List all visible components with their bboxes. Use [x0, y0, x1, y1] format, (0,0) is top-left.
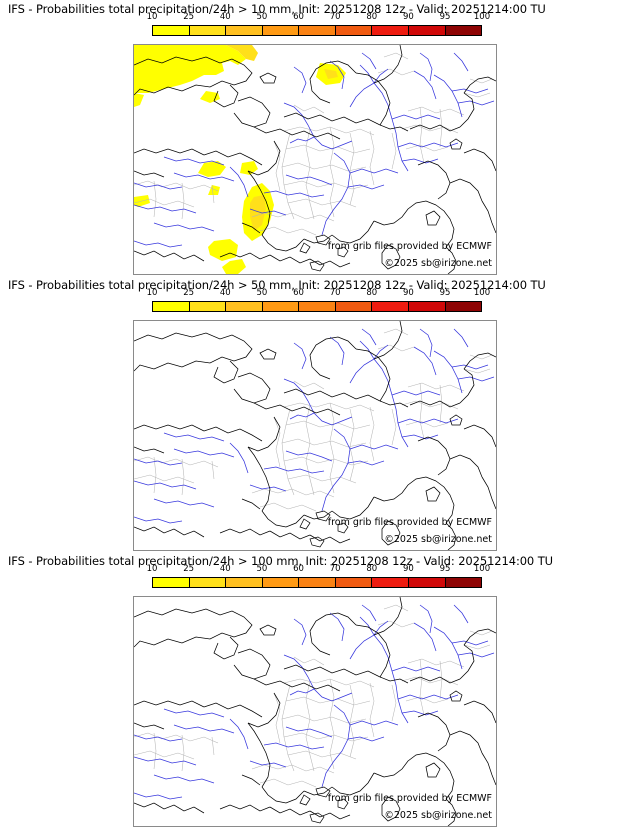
colorbar-tick: 80 [366, 12, 378, 22]
rivers-layer [134, 52, 495, 248]
copyright-notice: ©2025 sb@irizone.net [384, 534, 492, 545]
panel-title: IFS - Probabilities total precipitation/… [8, 2, 546, 16]
grib-attribution: from grib files provided by ECMWF [327, 793, 492, 804]
colorbar-tick: 25 [183, 564, 195, 574]
map-canvas-10mm[interactable]: from grib files provided by ECMWF ©2025 … [133, 44, 497, 275]
colorbar-tick: 100 [473, 288, 491, 298]
colorbar-tick-labels: 10 25 40 50 60 70 80 90 95 100 [147, 288, 491, 300]
colorbar-tick: 50 [256, 564, 268, 574]
colorbar-gradient [152, 301, 482, 312]
colorbar-swatch [408, 302, 446, 311]
colorbar-tick: 90 [402, 12, 414, 22]
colorbar-swatch [445, 26, 482, 35]
colorbar-swatch [372, 26, 409, 35]
colorbar-swatch [372, 578, 409, 587]
colorbar-tick: 70 [329, 564, 341, 574]
colorbar-legend: 10 25 40 50 60 70 80 90 95 100 [147, 288, 491, 314]
colorbar-swatch [445, 578, 482, 587]
colorbar-swatch [335, 26, 373, 35]
map-canvas-50mm[interactable]: from grib files provided by ECMWF ©2025 … [133, 320, 497, 551]
colorbar-swatch [153, 578, 190, 587]
colorbar-tick: 70 [329, 288, 341, 298]
colorbar-tick: 95 [439, 12, 451, 22]
colorbar-swatch [226, 578, 263, 587]
grib-attribution: from grib files provided by ECMWF [327, 241, 492, 252]
colorbar-tick: 50 [256, 12, 268, 22]
colorbar-tick: 90 [402, 564, 414, 574]
map-svg [134, 597, 496, 826]
colorbar-tick: 10 [146, 288, 158, 298]
colorbar-swatch [153, 26, 190, 35]
map-svg [134, 321, 496, 550]
forecast-panel-10mm: IFS - Probabilities total precipitation/… [0, 0, 630, 276]
colorbar-swatch [335, 578, 373, 587]
colorbar-tick: 100 [473, 12, 491, 22]
rivers-layer [134, 328, 495, 524]
forecast-panel-100mm: IFS - Probabilities total precipitation/… [0, 552, 630, 828]
grib-attribution: from grib files provided by ECMWF [327, 517, 492, 528]
colorbar-gradient [152, 577, 482, 588]
map-svg [134, 45, 496, 274]
colorbar-swatch [226, 26, 263, 35]
colorbar-tick: 95 [439, 288, 451, 298]
admin-boundaries-layer [134, 604, 493, 788]
copyright-notice: ©2025 sb@irizone.net [384, 258, 492, 269]
colorbar-swatch [372, 302, 409, 311]
colorbar-swatch [189, 26, 227, 35]
colorbar-tick: 25 [183, 288, 195, 298]
coastline-layer [134, 45, 496, 274]
colorbar-legend: 10 25 40 50 60 70 80 90 95 100 [147, 12, 491, 38]
colorbar-swatch [153, 302, 190, 311]
colorbar-tick: 80 [366, 288, 378, 298]
colorbar-tick: 50 [256, 288, 268, 298]
forecast-panel-50mm: IFS - Probabilities total precipitation/… [0, 276, 630, 552]
colorbar-swatch [408, 26, 446, 35]
colorbar-tick: 70 [329, 12, 341, 22]
colorbar-swatch [445, 302, 482, 311]
admin-boundaries-layer [134, 328, 493, 512]
colorbar-swatch [262, 578, 300, 587]
islands-layer [309, 510, 349, 548]
colorbar-tick: 10 [146, 12, 158, 22]
map-canvas-100mm[interactable]: from grib files provided by ECMWF ©2025 … [133, 596, 497, 827]
colorbar-tick: 100 [473, 564, 491, 574]
colorbar-tick-labels: 10 25 40 50 60 70 80 90 95 100 [147, 12, 491, 24]
islands-layer [309, 234, 349, 272]
colorbar-tick: 60 [293, 288, 304, 298]
colorbar-swatch [262, 302, 300, 311]
colorbar-tick: 60 [293, 564, 304, 574]
colorbar-swatch [299, 302, 336, 311]
colorbar-swatch [299, 26, 336, 35]
rivers-layer [134, 604, 495, 800]
colorbar-swatch [408, 578, 446, 587]
colorbar-tick: 40 [219, 564, 231, 574]
colorbar-gradient [152, 25, 482, 36]
colorbar-swatch [262, 26, 300, 35]
colorbar-swatch [189, 578, 227, 587]
panel-title: IFS - Probabilities total precipitation/… [8, 278, 546, 292]
colorbar-tick: 40 [219, 12, 231, 22]
coastline-layer [134, 321, 496, 550]
colorbar-tick: 80 [366, 564, 378, 574]
admin-boundaries-layer [134, 52, 493, 236]
panel-title: IFS - Probabilities total precipitation/… [8, 554, 553, 568]
colorbar-tick: 90 [402, 288, 414, 298]
colorbar-tick: 60 [293, 12, 304, 22]
colorbar-tick: 10 [146, 564, 158, 574]
colorbar-swatch [226, 302, 263, 311]
colorbar-tick: 40 [219, 288, 231, 298]
precip-probability-layer [134, 45, 346, 274]
colorbar-swatch [299, 578, 336, 587]
colorbar-tick-labels: 10 25 40 50 60 70 80 90 95 100 [147, 564, 491, 576]
colorbar-swatch [189, 302, 227, 311]
islands-layer [309, 786, 349, 824]
colorbar-swatch [335, 302, 373, 311]
copyright-notice: ©2025 sb@irizone.net [384, 810, 492, 821]
colorbar-tick: 95 [439, 564, 451, 574]
colorbar-legend: 10 25 40 50 60 70 80 90 95 100 [147, 564, 491, 590]
colorbar-tick: 25 [183, 12, 195, 22]
